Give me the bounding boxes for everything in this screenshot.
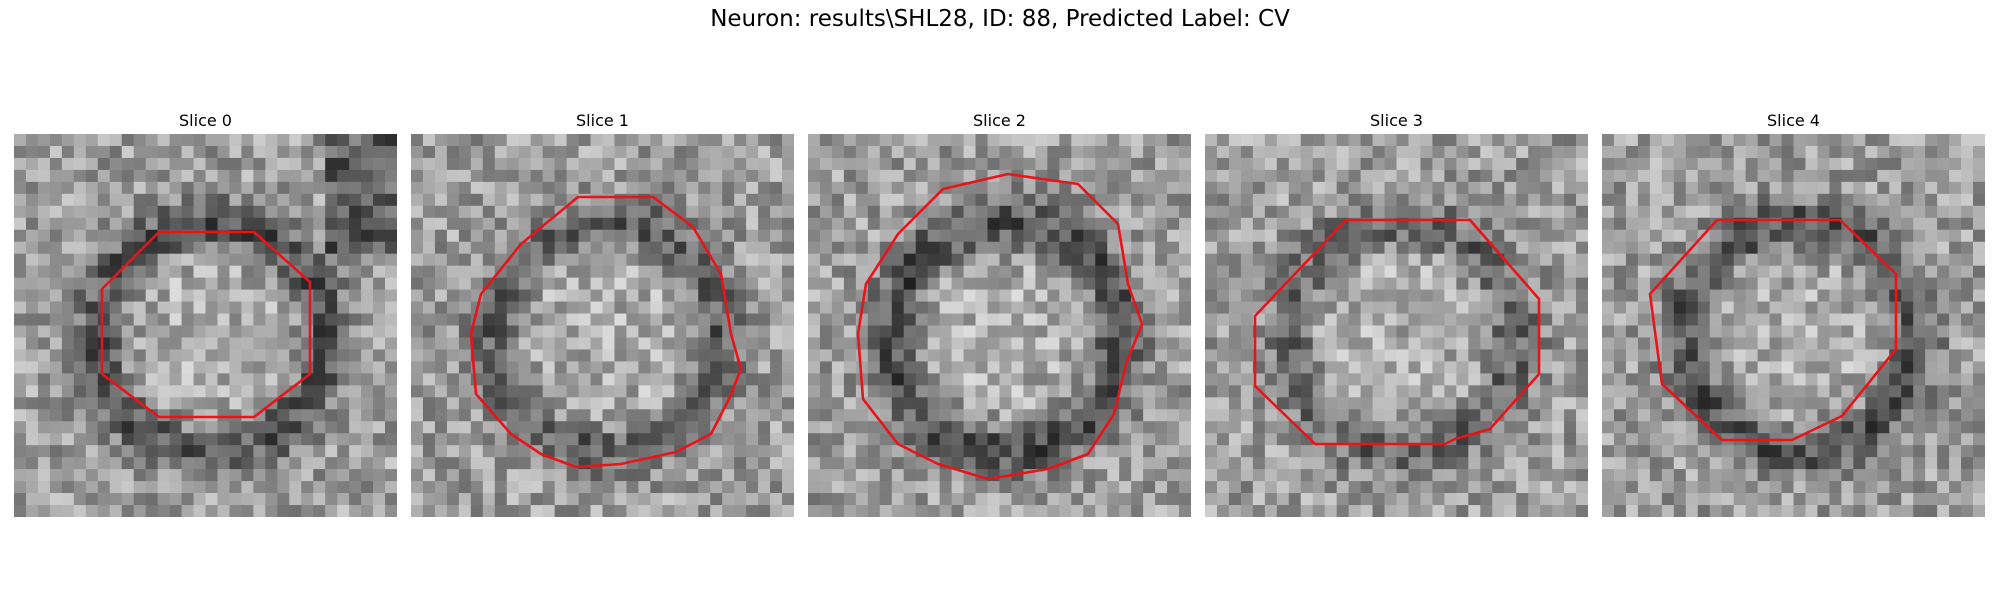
- slice-image: [808, 134, 1191, 517]
- slice-image: [411, 134, 794, 517]
- slice-panel-1: Slice 1: [411, 108, 794, 517]
- slice-image: [14, 134, 397, 517]
- slice-image: [1602, 134, 1985, 517]
- segmentation-contour: [100, 230, 312, 419]
- slice-panel-2: Slice 2: [808, 108, 1191, 517]
- slice-panel-3: Slice 3: [1205, 108, 1588, 517]
- slice-title: Slice 3: [1370, 111, 1423, 130]
- segmentation-contour: [469, 195, 743, 469]
- segmentation-contour: [1253, 218, 1541, 446]
- slice-title: Slice 4: [1767, 111, 1820, 130]
- segmentation-contour: [1648, 218, 1898, 442]
- slice-title: Slice 1: [576, 111, 629, 130]
- slice-panel-0: Slice 0: [14, 108, 397, 517]
- segmentation-contour: [856, 172, 1144, 481]
- slice-panel-4: Slice 4: [1602, 108, 1985, 517]
- slice-image: [1205, 134, 1588, 517]
- figure-title: Neuron: results\SHL28, ID: 88, Predicted…: [710, 6, 1290, 32]
- slice-title: Slice 2: [973, 111, 1026, 130]
- slice-title: Slice 0: [179, 111, 232, 130]
